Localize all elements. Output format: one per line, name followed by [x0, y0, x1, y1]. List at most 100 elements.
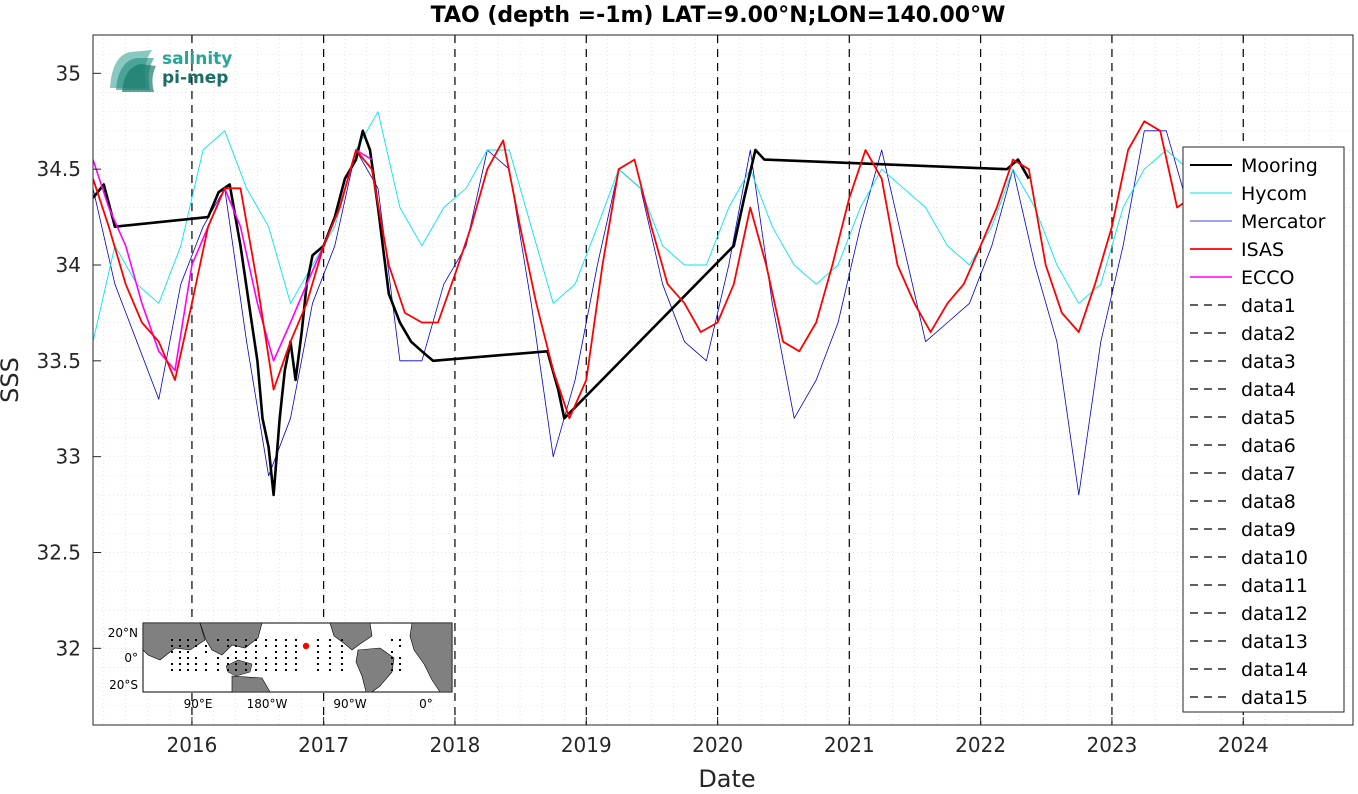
- y-ticks: 3232.53333.53434.535: [36, 61, 101, 660]
- legend: Mooring Hycom Mercator ISAS ECCO data1 data2 da…: [1183, 147, 1344, 712]
- mooring-dot: [227, 639, 229, 641]
- x-tick-label: 2019: [561, 733, 612, 757]
- mooring-dot: [195, 645, 197, 647]
- mooring-dot: [255, 663, 257, 665]
- mooring-dot: [317, 651, 319, 653]
- x-axis-label: Date: [698, 765, 755, 790]
- logo-text-line1: salinity: [162, 49, 232, 69]
- legend-label-data1: data1: [1241, 295, 1296, 317]
- mooring-dot: [275, 657, 277, 659]
- legend-label-data9: data9: [1241, 519, 1296, 541]
- mooring-dot: [275, 651, 277, 653]
- mooring-dot: [275, 663, 277, 665]
- legend-label-data3: data3: [1241, 351, 1296, 373]
- mooring-dot: [295, 669, 297, 671]
- mooring-dot: [205, 645, 207, 647]
- mooring-dot: [341, 639, 343, 641]
- legend-label-ecco: ECCO: [1241, 267, 1295, 289]
- mooring-dot: [217, 663, 219, 665]
- mooring-dot: [329, 651, 331, 653]
- mooring-dot: [399, 657, 401, 659]
- mooring-dot: [187, 657, 189, 659]
- y-tick-label: 34.5: [36, 157, 81, 181]
- mooring-dot: [179, 657, 181, 659]
- mooring-dot: [391, 663, 393, 665]
- mooring-dot: [295, 639, 297, 641]
- mooring-dot: [179, 639, 181, 641]
- mooring-dot: [187, 669, 189, 671]
- inset-lon-label: 90°W: [333, 697, 366, 711]
- mooring-dot: [245, 669, 247, 671]
- chart-svg: 2016 2017 2018 2019 2020 2021 2022 2023 2024 323…: [0, 0, 1358, 790]
- mooring-dot: [341, 663, 343, 665]
- mooring-dot: [255, 669, 257, 671]
- legend-label-data10: data10: [1241, 547, 1308, 569]
- mooring-dot: [265, 645, 267, 647]
- legend-label-data13: data13: [1241, 631, 1308, 653]
- mooring-dot: [399, 639, 401, 641]
- legend-label-data11: data11: [1241, 575, 1308, 597]
- legend-label-data6: data6: [1241, 435, 1296, 457]
- mooring-dot: [235, 645, 237, 647]
- mooring-dot: [391, 657, 393, 659]
- legend-label-mooring: Mooring: [1241, 155, 1318, 177]
- mooring-dot: [329, 669, 331, 671]
- mooring-dot: [171, 669, 173, 671]
- mooring-dot: [187, 639, 189, 641]
- mooring-dot: [235, 651, 237, 653]
- mooring-dot: [295, 663, 297, 665]
- mooring-dot: [171, 651, 173, 653]
- mooring-dot: [265, 663, 267, 665]
- legend-label-isas: ISAS: [1241, 239, 1284, 261]
- salinity-pi-mep-logo: salinity pi-mep: [110, 49, 232, 92]
- x-tick-label: 2016: [166, 733, 217, 757]
- mooring-dot: [399, 645, 401, 647]
- mooring-dot: [285, 651, 287, 653]
- mooring-dot: [195, 663, 197, 665]
- mooring-dot: [317, 669, 319, 671]
- mooring-dot: [341, 669, 343, 671]
- x-tick-label: 2021: [824, 733, 875, 757]
- mooring-dot: [329, 645, 331, 647]
- mooring-dot: [245, 645, 247, 647]
- mooring-dot: [195, 639, 197, 641]
- mooring-dot: [295, 657, 297, 659]
- y-axis-label: SSS: [0, 357, 24, 403]
- mooring-dot: [195, 657, 197, 659]
- mooring-dot: [179, 669, 181, 671]
- mooring-dot: [205, 651, 207, 653]
- legend-label-data8: data8: [1241, 491, 1296, 513]
- mooring-dot: [179, 663, 181, 665]
- mooring-dot: [187, 651, 189, 653]
- mooring-dot: [171, 639, 173, 641]
- mooring-dot: [245, 651, 247, 653]
- mooring-dot: [179, 645, 181, 647]
- legend-label-data14: data14: [1241, 659, 1308, 681]
- mooring-dot: [217, 669, 219, 671]
- inset-lat-label: 20°N: [108, 626, 138, 640]
- mooring-dot: [285, 639, 287, 641]
- mooring-dot: [399, 663, 401, 665]
- mooring-dot: [295, 645, 297, 647]
- mooring-dot: [217, 639, 219, 641]
- mooring-dot: [275, 639, 277, 641]
- mooring-dot: [255, 645, 257, 647]
- chart-title: TAO (depth =-1m) LAT=9.00°N;LON=140.00°W: [431, 3, 1006, 28]
- mooring-dot: [341, 645, 343, 647]
- mooring-dot: [275, 645, 277, 647]
- mooring-dot: [285, 663, 287, 665]
- mooring-dot: [285, 669, 287, 671]
- mooring-dot: [227, 645, 229, 647]
- mooring-dot: [235, 669, 237, 671]
- mooring-dot: [171, 663, 173, 665]
- mooring-dot: [317, 663, 319, 665]
- mooring-dot: [391, 639, 393, 641]
- legend-label-data15: data15: [1241, 687, 1308, 709]
- mooring-dot: [391, 669, 393, 671]
- logo-text-line2: pi-mep: [162, 68, 228, 88]
- y-tick-label: 33.5: [36, 349, 81, 373]
- mooring-dot: [265, 657, 267, 659]
- mooring-dot: [217, 657, 219, 659]
- mooring-dot: [275, 669, 277, 671]
- mooring-dot: [317, 639, 319, 641]
